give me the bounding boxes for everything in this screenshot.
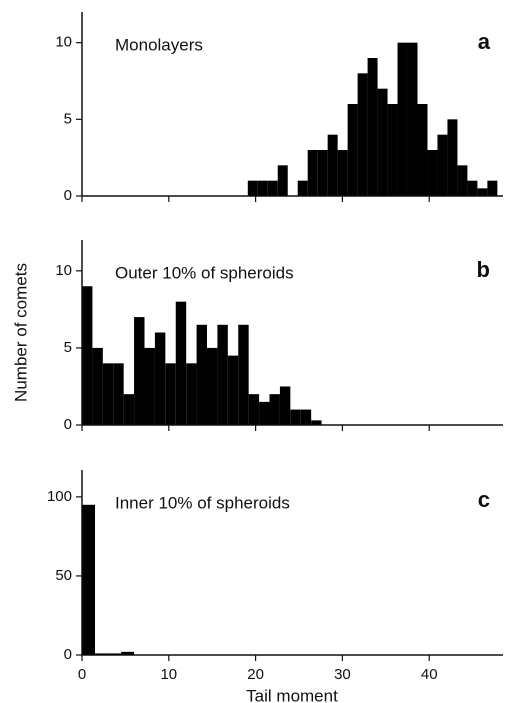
bar [267, 180, 278, 196]
x-tick-label: 30 [334, 666, 351, 683]
bar [102, 363, 114, 425]
bar [357, 73, 368, 196]
bar [82, 504, 96, 655]
bar [347, 104, 358, 196]
bar [247, 180, 258, 196]
y-tick-label: 5 [64, 339, 72, 356]
bar [327, 134, 338, 196]
bar [307, 150, 318, 196]
bar [257, 180, 268, 196]
bar [144, 347, 155, 425]
y-tick-label: 0 [64, 416, 72, 433]
bar [367, 58, 378, 196]
annotation: Inner 10% of spheroids [115, 493, 290, 512]
bar [467, 180, 478, 196]
y-tick-label: 5 [64, 110, 72, 127]
bar [134, 317, 145, 425]
bar [123, 394, 135, 425]
bar [186, 363, 197, 425]
x-tick-label: 20 [247, 666, 264, 683]
bar [300, 409, 312, 425]
x-tick-label: 40 [421, 666, 438, 683]
bar [387, 104, 398, 196]
bar [154, 332, 166, 425]
bar [377, 88, 388, 196]
bar [457, 165, 468, 196]
bar [165, 363, 176, 425]
bar [206, 347, 218, 425]
bar [337, 150, 348, 196]
panel-letter: c [478, 487, 490, 512]
y-tick-label: 100 [47, 488, 72, 505]
bar [317, 150, 328, 196]
bar [290, 409, 301, 425]
bar [113, 363, 124, 425]
bar [196, 324, 207, 425]
bar [311, 420, 322, 425]
bar [259, 401, 270, 425]
x-axis-label: Tail moment [246, 686, 338, 703]
bar [407, 42, 418, 196]
y-tick-label: 0 [64, 646, 72, 663]
bar [277, 165, 288, 196]
bar [175, 301, 187, 425]
bar [95, 653, 109, 655]
bar [82, 286, 93, 425]
annotation: Monolayers [115, 35, 203, 54]
bar [427, 150, 438, 196]
bar [397, 42, 408, 196]
bar [297, 180, 308, 196]
bar [248, 394, 260, 425]
y-axis-label: Number of comets [11, 263, 30, 402]
bar [279, 386, 291, 425]
bar [437, 134, 448, 196]
bar [447, 119, 458, 196]
bar [477, 188, 488, 196]
y-tick-label: 50 [55, 567, 72, 584]
y-tick-label: 10 [55, 262, 72, 279]
annotation: Outer 10% of spheroids [115, 263, 294, 282]
bar [217, 324, 228, 425]
bar [108, 653, 122, 655]
y-tick-label: 0 [64, 187, 72, 204]
bar [487, 180, 498, 196]
bar [227, 355, 239, 425]
bar [121, 651, 135, 655]
bar [417, 104, 428, 196]
x-tick-label: 0 [78, 666, 86, 683]
bar [269, 394, 280, 425]
bar [238, 324, 249, 425]
bar [92, 347, 103, 425]
x-tick-label: 10 [160, 666, 177, 683]
panel-letter: b [477, 257, 490, 282]
panel-letter: a [478, 29, 491, 54]
y-tick-label: 10 [55, 34, 72, 51]
